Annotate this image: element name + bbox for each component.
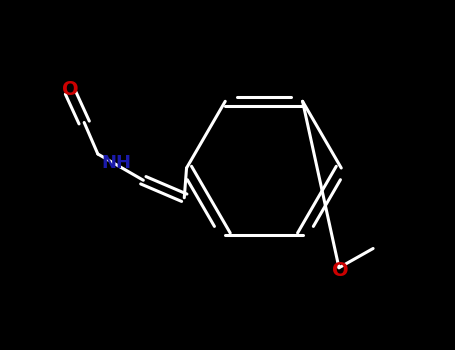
Text: NH: NH bbox=[101, 154, 131, 172]
Text: O: O bbox=[62, 80, 79, 99]
Text: O: O bbox=[332, 261, 349, 280]
